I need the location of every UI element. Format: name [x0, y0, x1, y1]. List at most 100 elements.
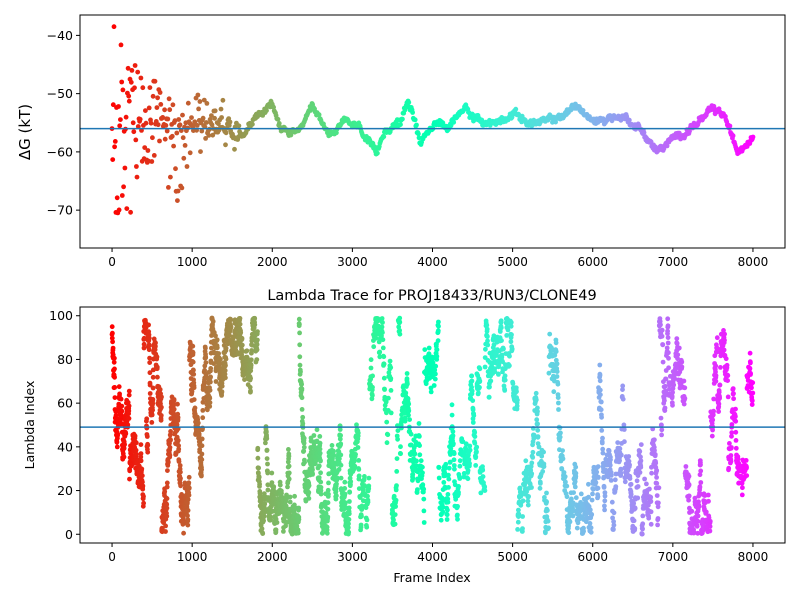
bottom-data-point — [725, 378, 730, 383]
bottom-data-point — [586, 494, 591, 500]
bottom-data-point — [488, 378, 494, 384]
bottom-data-point — [452, 466, 457, 472]
bottom-data-point — [533, 397, 539, 403]
bottom-data-point — [652, 437, 657, 443]
bottom-data-point — [191, 385, 197, 391]
bottom-data-point — [254, 357, 260, 362]
bottom-data-point — [347, 489, 353, 495]
bottom-data-point — [530, 455, 536, 460]
bottom-data-point — [707, 524, 713, 529]
bottom-data-point — [600, 446, 606, 452]
bottom-data-point — [286, 470, 292, 476]
bottom-data-point — [686, 497, 691, 503]
bottom-data-point — [675, 356, 680, 362]
bottom-data-point — [602, 503, 607, 509]
top-data-point — [198, 149, 203, 155]
bottom-data-point — [406, 412, 411, 418]
bottom-data-point — [119, 408, 125, 414]
bottom-data-point — [300, 414, 306, 420]
bottom-data-point — [496, 362, 502, 368]
bottom-data-point — [306, 496, 312, 501]
bottom-data-point — [362, 483, 368, 489]
bottom-data-point — [434, 354, 440, 359]
bottom-data-point — [675, 352, 681, 358]
bottom-data-point — [368, 365, 374, 371]
bottom-data-point — [248, 357, 254, 363]
top-data-point — [398, 122, 403, 127]
bottom-data-point — [300, 421, 306, 426]
bottom-data-point — [589, 512, 595, 517]
bottom-data-point — [716, 401, 722, 407]
top-data-point — [152, 78, 158, 84]
bottom-data-point — [694, 523, 700, 529]
bottom-data-point — [703, 509, 709, 515]
top-data-point — [166, 96, 172, 102]
bottom-data-point — [301, 440, 307, 446]
top-scatter-points — [109, 24, 756, 216]
bottom-data-point — [726, 465, 732, 471]
top-data-point — [145, 148, 151, 153]
bottom-data-point — [421, 508, 427, 514]
bottom-data-point — [648, 494, 654, 500]
bottom-data-point — [255, 445, 261, 451]
bottom-data-point — [554, 369, 560, 374]
bottom-data-point — [654, 468, 660, 473]
top-data-point — [174, 130, 180, 136]
bottom-data-point — [717, 382, 723, 388]
bottom-data-point — [381, 375, 387, 381]
bottom-data-point — [581, 528, 586, 534]
top-data-point — [187, 150, 193, 156]
bottom-data-point — [496, 372, 501, 377]
bottom-data-point — [436, 475, 442, 481]
top-data-point — [171, 143, 177, 149]
top-data-point — [177, 122, 183, 128]
bottom-data-point — [301, 448, 307, 454]
bottom-data-point — [370, 384, 375, 390]
bottom-data-point — [207, 400, 213, 405]
bottom-data-point — [112, 374, 117, 380]
bottom-data-point — [557, 434, 563, 440]
bottom-data-point — [747, 365, 753, 371]
bottom-data-point — [628, 481, 634, 487]
bottom-data-point — [558, 430, 563, 436]
bottom-data-point — [508, 320, 514, 325]
bottom-data-point — [517, 485, 523, 491]
bottom-data-point — [731, 396, 736, 402]
bottom-data-point — [689, 508, 695, 514]
top-data-point — [155, 95, 161, 101]
top-data-point — [232, 146, 237, 152]
bottom-data-point — [248, 376, 254, 381]
bottom-data-point — [265, 482, 271, 488]
bottom-data-point — [121, 446, 127, 451]
bottom-data-point — [255, 455, 261, 461]
bottom-data-point — [713, 363, 719, 369]
bottom-data-point — [470, 407, 476, 413]
bottom-data-point — [520, 526, 525, 531]
bottom-data-point — [457, 463, 463, 469]
bottom-data-point — [297, 342, 303, 348]
bottom-data-point — [402, 415, 408, 421]
bottom-data-point — [608, 478, 614, 483]
bottom-data-point — [513, 385, 519, 391]
bottom-data-point — [599, 428, 605, 433]
bottom-data-point — [446, 476, 452, 482]
bottom-data-point — [208, 366, 214, 371]
bottom-data-point — [325, 487, 331, 493]
top-data-point — [111, 24, 117, 30]
bottom-data-point — [607, 462, 613, 468]
bottom-data-point — [141, 345, 147, 351]
bottom-data-point — [364, 517, 370, 523]
bottom-data-point — [202, 367, 208, 373]
bottom-data-point — [265, 487, 271, 493]
bottom-data-point — [707, 518, 713, 524]
bottom-data-point — [710, 417, 716, 423]
bottom-data-point — [683, 464, 689, 469]
bottom-data-point — [122, 442, 127, 447]
bottom-data-point — [346, 521, 351, 527]
bottom-data-point — [590, 491, 595, 497]
bottom-data-point — [545, 518, 551, 524]
bottom-data-point — [551, 389, 557, 395]
bottom-data-point — [317, 434, 323, 439]
bottom-data-point — [420, 470, 425, 476]
bottom-data-point — [440, 504, 446, 510]
